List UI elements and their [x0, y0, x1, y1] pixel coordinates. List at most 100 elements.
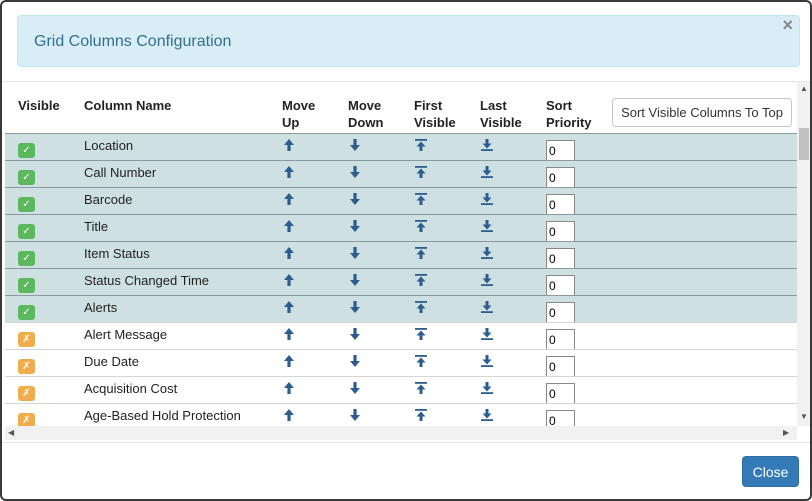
table-row: ✓ Call Number [5, 160, 797, 189]
move-down-icon[interactable] [348, 138, 362, 152]
column-name: Item Status [84, 246, 150, 261]
sort-priority-input[interactable] [546, 166, 575, 189]
last-visible-icon[interactable] [480, 408, 494, 422]
move-down-icon[interactable] [348, 273, 362, 287]
table-row: ✗ Age-Based Hold Protection [5, 403, 797, 427]
close-icon[interactable]: × [782, 15, 793, 35]
scroll-right-icon[interactable]: ▶ [783, 428, 790, 437]
sort-priority-input[interactable] [546, 409, 575, 427]
last-visible-icon[interactable] [480, 354, 494, 368]
move-up-icon[interactable] [282, 408, 296, 422]
move-up-icon[interactable] [282, 192, 296, 206]
move-down-icon[interactable] [348, 246, 362, 260]
last-visible-icon[interactable] [480, 192, 494, 206]
header-visible: Visible [18, 98, 60, 113]
last-visible-icon[interactable] [480, 300, 494, 314]
first-visible-icon[interactable] [414, 408, 428, 422]
header-divider [2, 81, 810, 82]
header-move-down: Move Down [348, 98, 384, 130]
last-visible-icon[interactable] [480, 273, 494, 287]
last-visible-icon[interactable] [480, 246, 494, 260]
scroll-up-icon[interactable]: ▲ [800, 84, 808, 93]
move-down-icon[interactable] [348, 381, 362, 395]
move-up-icon[interactable] [282, 219, 296, 233]
move-up-icon[interactable] [282, 381, 296, 395]
move-down-icon[interactable] [348, 300, 362, 314]
column-name: Alert Message [84, 327, 168, 342]
visible-check-icon[interactable]: ✓ [18, 251, 35, 266]
visible-check-icon[interactable]: ✓ [18, 170, 35, 185]
column-name: Alerts [84, 300, 118, 315]
sort-priority-input[interactable] [546, 274, 575, 297]
sort-priority-input[interactable] [546, 247, 575, 270]
first-visible-icon[interactable] [414, 381, 428, 395]
header-sort-priority: Sort Priority [546, 98, 592, 130]
visible-check-icon[interactable]: ✓ [18, 143, 35, 158]
sort-priority-input[interactable] [546, 193, 575, 216]
move-up-icon[interactable] [282, 354, 296, 368]
move-up-icon[interactable] [282, 273, 296, 287]
move-up-icon[interactable] [282, 327, 296, 341]
last-visible-icon[interactable] [480, 138, 494, 152]
last-visible-icon[interactable] [480, 381, 494, 395]
sort-priority-input[interactable] [546, 139, 575, 162]
column-name: Title [84, 219, 109, 234]
visible-check-icon[interactable]: ✓ [18, 278, 35, 293]
first-visible-icon[interactable] [414, 273, 428, 287]
vertical-scrollbar[interactable]: ▲ ▼ [797, 82, 810, 426]
table-row: ✗ Acquisition Cost [5, 376, 797, 405]
hidden-x-icon[interactable]: ✗ [18, 359, 35, 374]
first-visible-icon[interactable] [414, 300, 428, 314]
first-visible-icon[interactable] [414, 138, 428, 152]
close-button[interactable]: Close [742, 456, 799, 487]
header-last-visible: Last Visible [480, 98, 522, 130]
hidden-x-icon[interactable]: ✗ [18, 386, 35, 401]
move-down-icon[interactable] [348, 219, 362, 233]
scroll-left-icon[interactable]: ◀ [8, 428, 15, 437]
visible-check-icon[interactable]: ✓ [18, 197, 35, 212]
move-down-icon[interactable] [348, 408, 362, 422]
table-row: ✓ Barcode [5, 187, 797, 216]
move-down-icon[interactable] [348, 327, 362, 341]
dialog-title: Grid Columns Configuration [34, 33, 232, 50]
first-visible-icon[interactable] [414, 165, 428, 179]
table-row: ✗ Due Date [5, 349, 797, 378]
first-visible-icon[interactable] [414, 219, 428, 233]
last-visible-icon[interactable] [480, 219, 494, 233]
sort-priority-input[interactable] [546, 382, 575, 405]
sort-priority-input[interactable] [546, 220, 575, 243]
last-visible-icon[interactable] [480, 165, 494, 179]
table-row: ✓ Item Status [5, 241, 797, 270]
first-visible-icon[interactable] [414, 327, 428, 341]
visible-check-icon[interactable]: ✓ [18, 224, 35, 239]
sort-priority-input[interactable] [546, 301, 575, 324]
first-visible-icon[interactable] [414, 246, 428, 260]
last-visible-icon[interactable] [480, 327, 494, 341]
move-down-icon[interactable] [348, 354, 362, 368]
move-down-icon[interactable] [348, 192, 362, 206]
scroll-down-icon[interactable]: ▼ [800, 412, 808, 421]
footer-divider [2, 442, 810, 443]
move-up-icon[interactable] [282, 165, 296, 179]
column-name: Barcode [84, 192, 133, 207]
table-row: ✓ Status Changed Time [5, 268, 797, 297]
first-visible-icon[interactable] [414, 192, 428, 206]
move-up-icon[interactable] [282, 138, 296, 152]
visible-check-icon[interactable]: ✓ [18, 305, 35, 320]
move-up-icon[interactable] [282, 246, 296, 260]
sort-priority-input[interactable] [546, 328, 575, 351]
hidden-x-icon[interactable]: ✗ [18, 413, 35, 427]
table-row: ✗ Alert Message [5, 322, 797, 351]
column-name: Call Number [84, 165, 157, 180]
column-name: Due Date [84, 354, 139, 369]
move-up-icon[interactable] [282, 300, 296, 314]
first-visible-icon[interactable] [414, 354, 428, 368]
horizontal-scrollbar[interactable]: ◀ ▶ [5, 426, 797, 440]
sort-priority-input[interactable] [546, 355, 575, 378]
move-down-icon[interactable] [348, 165, 362, 179]
hidden-x-icon[interactable]: ✗ [18, 332, 35, 347]
sort-visible-columns-button[interactable]: Sort Visible Columns To Top [612, 98, 792, 127]
grid-rows: ✓ Location ✓ Call Number [5, 133, 797, 427]
column-name: Acquisition Cost [84, 381, 178, 396]
scroll-thumb[interactable] [799, 128, 809, 160]
